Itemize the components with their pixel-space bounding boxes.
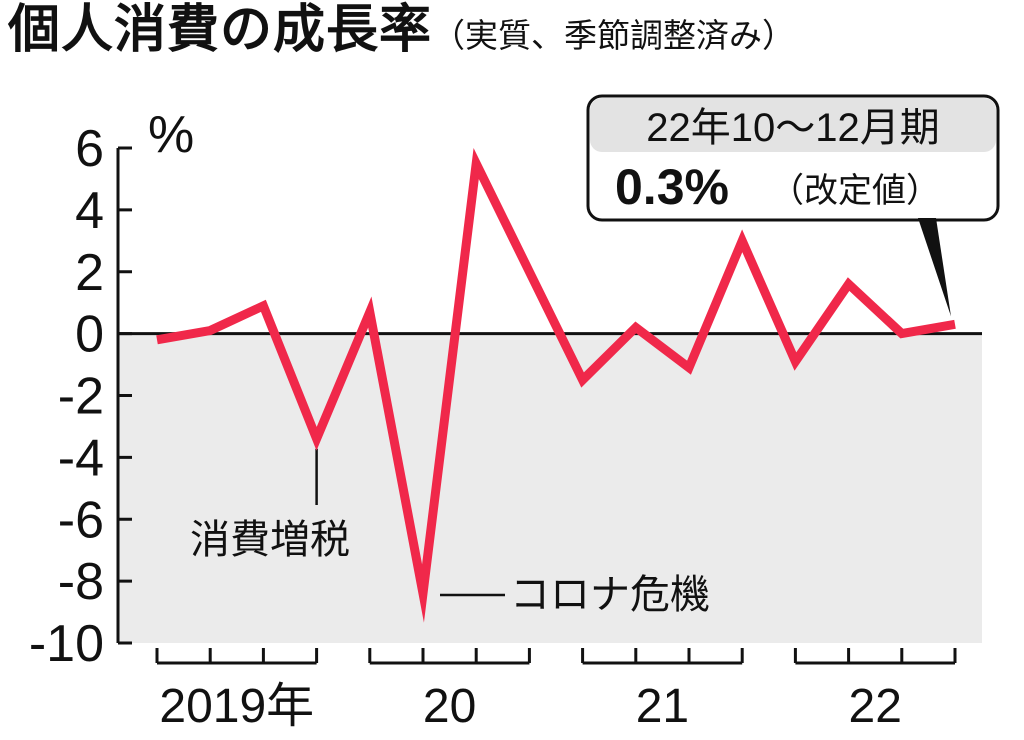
- y-tick-label: 2: [75, 244, 104, 302]
- chart-title-sub: （実質、季節調整済み）: [432, 16, 796, 55]
- y-tick-label: -8: [58, 553, 104, 611]
- y-tick-label: -6: [58, 491, 104, 549]
- x-year-label: 20: [423, 680, 476, 733]
- y-tick-label: -4: [58, 429, 104, 487]
- y-unit-label: %: [148, 106, 194, 164]
- y-tick-label: -10: [29, 615, 104, 673]
- callout-value: 0.3%: [615, 159, 729, 215]
- y-tick-label: 0: [75, 306, 104, 364]
- x-year-label: 2019年: [159, 680, 314, 733]
- callout-pointer: [918, 218, 951, 317]
- annotation-label: コロナ危機: [510, 572, 710, 618]
- callout-header-bg: [590, 98, 996, 152]
- chart-title-main: 個人消費の成長率: [8, 0, 433, 60]
- annotation-label: 消費増税: [190, 517, 350, 563]
- negative-region: [118, 333, 982, 643]
- y-tick-label: 6: [75, 120, 104, 178]
- series-line: [156, 147, 956, 623]
- x-year-label: 22: [849, 680, 902, 733]
- y-tick-label: -2: [58, 368, 104, 426]
- y-tick-label: 4: [75, 182, 104, 240]
- callout-period: 22年10〜12月期: [646, 106, 939, 150]
- chart-title: 個人消費の成長率（実質、季節調整済み）: [8, 4, 795, 56]
- callout-note: （改定値）: [770, 171, 940, 211]
- x-year-label: 21: [636, 680, 689, 733]
